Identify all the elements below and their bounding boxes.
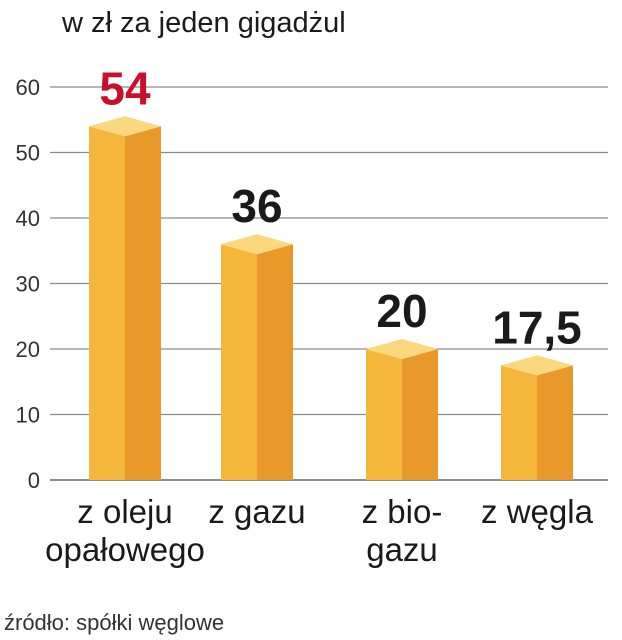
bars (89, 116, 573, 481)
bar-front-face (89, 126, 125, 481)
bar-top-face (366, 339, 438, 359)
bar-side-face (125, 126, 161, 481)
category-label: opałowego (45, 531, 205, 568)
bar-top-face (501, 355, 573, 376)
category-label: z węgla (481, 493, 594, 530)
category-label: z oleju (77, 493, 172, 530)
y-tick-label: 20 (16, 337, 40, 362)
bar-side-face (402, 349, 438, 480)
y-tick-label: 40 (16, 206, 40, 231)
bar-front-face (501, 365, 537, 480)
bar-side-face (257, 244, 293, 480)
value-label: 54 (99, 62, 151, 114)
bar-front-face (366, 349, 402, 480)
bar-top-face (221, 234, 293, 255)
value-label: 20 (376, 285, 427, 337)
y-tick-label: 10 (16, 403, 40, 428)
y-tick-label: 60 (16, 75, 40, 100)
bar (221, 234, 293, 480)
y-tick-label: 50 (16, 141, 40, 166)
chart-subtitle: w zł za jeden gigadżul (61, 7, 346, 39)
bar (501, 355, 573, 480)
bar (366, 339, 438, 480)
source-note: źródło: spółki węglowe (4, 610, 224, 635)
category-label: z bio- (362, 493, 443, 530)
category-label: gazu (366, 531, 438, 568)
y-tick-label: 30 (16, 272, 40, 297)
value-label: 36 (231, 180, 282, 232)
y-tick-label: 0 (28, 468, 40, 493)
value-labels: 54 36 20 17,5 (99, 62, 581, 353)
bar-top-face (89, 116, 161, 137)
value-label: 17,5 (492, 301, 582, 353)
bar-side-face (537, 365, 573, 480)
bar (89, 116, 161, 481)
category-label: z gazu (208, 493, 305, 530)
y-axis-ticks: 0 10 20 30 40 50 60 (16, 75, 40, 493)
bar-front-face (221, 244, 257, 480)
